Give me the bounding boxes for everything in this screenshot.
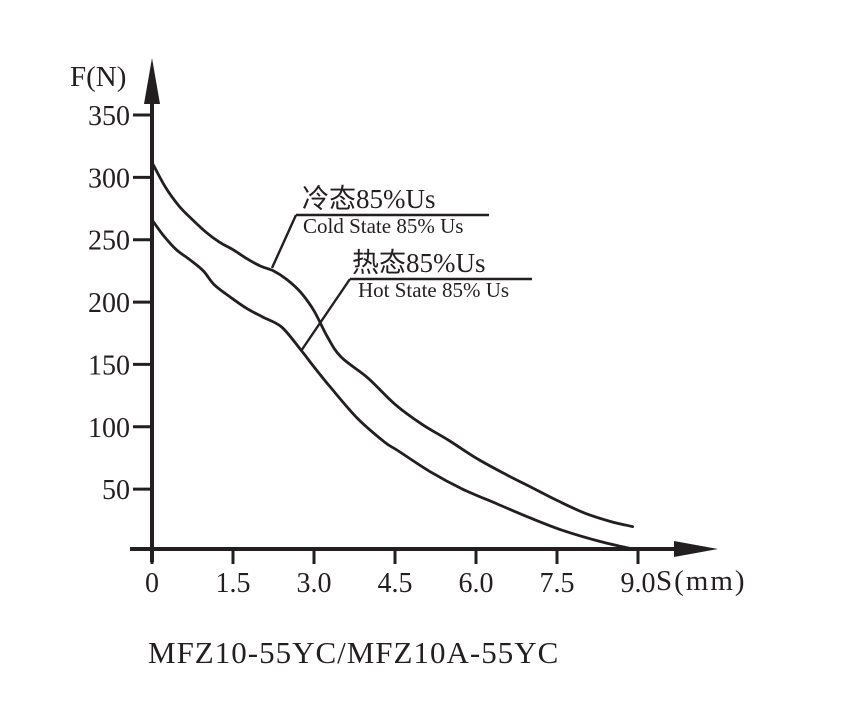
y-axis-title: F(N) bbox=[70, 61, 126, 93]
x-tick-label: 7.5 bbox=[540, 568, 575, 599]
y-tick-label: 250 bbox=[88, 226, 130, 257]
x-tick-label: 3.0 bbox=[297, 568, 332, 599]
legend-cold-leader-line bbox=[270, 214, 298, 269]
legend-cold-state: 冷态85%Us Cold State 85% Us bbox=[270, 184, 489, 269]
x-tick-label: 0 bbox=[145, 568, 159, 599]
model-label: MFZ10-55YC/MFZ10A-55YC bbox=[148, 635, 559, 670]
legend-hot-leader-line bbox=[300, 278, 351, 352]
y-tick-label: 200 bbox=[88, 288, 130, 319]
legend-cold-label-en: Cold State 85% Us bbox=[303, 214, 463, 238]
x-axis-title: S(mm) bbox=[656, 565, 747, 597]
y-tick-label: 50 bbox=[102, 475, 130, 506]
x-tick-label: 4.5 bbox=[378, 568, 413, 599]
y-axis-arrow bbox=[144, 58, 160, 104]
x-axis-ticks: 0 1.5 3.0 4.5 6.0 7.5 9.0 bbox=[145, 549, 656, 599]
y-tick-label: 100 bbox=[88, 413, 130, 444]
legend-hot-state: 热态85%Us Hot State 85% Us bbox=[300, 248, 532, 352]
legend-cold-label-cn: 冷态85%Us bbox=[302, 184, 436, 214]
legend-hot-label-en: Hot State 85% Us bbox=[358, 278, 509, 302]
hot-state-curve bbox=[150, 218, 634, 551]
x-axis-arrow bbox=[674, 541, 718, 557]
x-tick-label: 9.0 bbox=[621, 568, 656, 599]
x-tick-label: 6.0 bbox=[459, 568, 494, 599]
legend-hot-label-cn: 热态85%Us bbox=[352, 248, 486, 278]
y-tick-label: 300 bbox=[88, 163, 130, 194]
y-tick-label: 150 bbox=[88, 350, 130, 381]
y-tick-label: 350 bbox=[88, 101, 130, 132]
y-axis-ticks: 350 300 250 200 150 100 50 bbox=[88, 101, 152, 506]
x-tick-label: 1.5 bbox=[216, 568, 251, 599]
